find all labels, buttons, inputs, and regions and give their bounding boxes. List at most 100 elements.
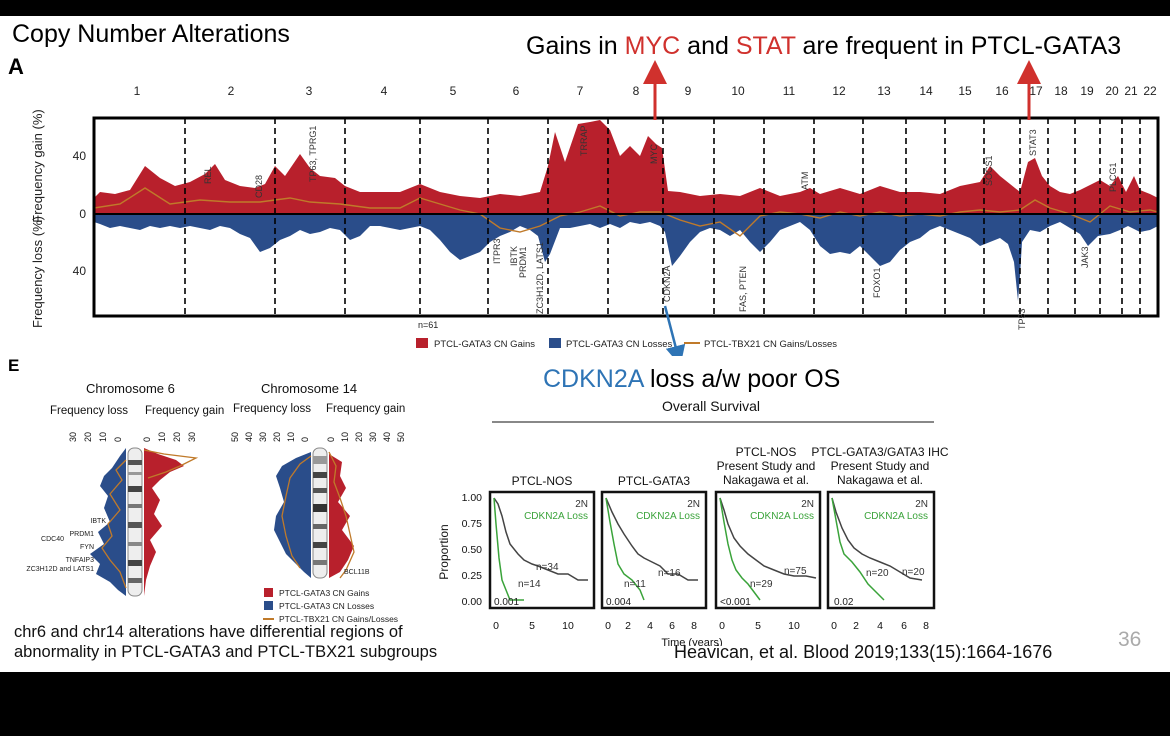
km-panel-1: PTCL-NOS 2N CDKN2A Loss n=34 n=14 0.001 …	[488, 474, 596, 632]
chr-num-6: 6	[513, 84, 520, 98]
chr-num-16: 16	[995, 84, 1009, 98]
km1-n-loss: n=14	[518, 579, 541, 590]
chr6-gain-tick-20: 20	[172, 432, 182, 442]
chr14-freq-loss: Frequency loss	[233, 403, 311, 415]
km4-legend-2n: 2N	[915, 499, 928, 510]
gene-cdkn2a: CDKN2A	[662, 265, 672, 302]
km2-legend-loss: CDKN2A Loss	[636, 511, 700, 522]
chr14-loss-tick-20: 20	[272, 432, 282, 442]
legend-tbx21-label: PTCL-TBX21 CN Gains/Losses	[704, 339, 837, 350]
cdkn2a-arrow	[663, 305, 686, 356]
chr14-loss-area	[274, 452, 311, 578]
chr6-loss-tick-30: 30	[68, 432, 78, 442]
chr6-loss-tick-20: 20	[83, 432, 93, 442]
chr6-gain-area	[144, 448, 184, 596]
os-x-label: Time (years)	[661, 637, 722, 646]
km4-x-8: 8	[923, 620, 929, 632]
chr6-gain-tick-0: 0	[142, 437, 152, 442]
chr-num-13: 13	[877, 84, 891, 98]
chr-num-9: 9	[685, 84, 692, 98]
chr14-loss-tick-0: 0	[300, 437, 310, 442]
y-label-gain: Frequency gain (%)	[30, 109, 45, 222]
chr14-ideogram	[312, 447, 328, 579]
y-tick-gain-40: 40	[73, 149, 87, 163]
os-y-tick-025: 0.25	[462, 570, 483, 582]
gene-rel: REL	[203, 166, 213, 184]
km4-x-4: 4	[877, 620, 883, 632]
slide-number: 36	[1118, 628, 1142, 651]
chr14-title: Chromosome 14	[261, 381, 357, 396]
n-label: n=61	[418, 320, 438, 330]
gene-stat3: STAT3	[1028, 129, 1038, 156]
km4-n-loss: n=20	[866, 568, 889, 579]
chr6-gene-fyn: FYN	[80, 544, 94, 551]
km1-p: 0.001	[494, 597, 519, 608]
km-panel-3: PTCL-NOS Present Study and Nakagawa et a…	[714, 445, 822, 632]
slide-title: Copy Number Alterations	[12, 20, 290, 48]
km-panel-4: PTCL-GATA3/GATA3 IHC Present Study and N…	[811, 445, 948, 632]
km3-n-2n: n=75	[784, 566, 807, 577]
chr14-loss-tick-50: 50	[230, 432, 240, 442]
chr6-gene-prdm1: PRDM1	[69, 531, 94, 538]
callout-cdkn2a: CDKN2A	[543, 365, 644, 393]
chr6-gain-tick-30: 30	[187, 432, 197, 442]
chr-num-14: 14	[919, 84, 933, 98]
y-label-loss: Frequency loss (%)	[30, 216, 45, 328]
chr14-gene-bcl11b: BCL11B	[344, 569, 370, 576]
e-legend-loss-swatch	[264, 601, 273, 610]
km2-x-2: 2	[625, 620, 631, 632]
km3-title-1: PTCL-NOS	[736, 445, 797, 459]
chr14-gain-tick-0: 0	[326, 437, 336, 442]
km3-legend-loss: CDKN2A Loss	[750, 511, 814, 522]
gene-plcg1: PLCG1	[1108, 162, 1118, 192]
chr-num-7: 7	[577, 84, 584, 98]
panel-e-figure: Chromosome 6 Chromosome 14 Frequency los…	[26, 381, 406, 624]
e-legend-gain-swatch	[264, 588, 273, 597]
km2-x-0: 0	[605, 620, 611, 632]
km-panel-2: PTCL-GATA3 2N CDKN2A Loss n=16 n=11 0.00…	[600, 474, 708, 632]
km4-x-2: 2	[853, 620, 859, 632]
gene-socs1: SOCS1	[984, 155, 994, 186]
chr14-freq-gain: Frequency gain	[326, 403, 405, 415]
e-legend-tbx21-label: PTCL-TBX21 CN Gains/Losses	[279, 614, 398, 624]
chr14-gain-tick-10: 10	[340, 432, 350, 442]
km2-n-loss: n=11	[624, 579, 646, 590]
legend-loss-swatch	[549, 338, 561, 348]
loss-area	[94, 214, 1158, 301]
y-tick-loss-40: 40	[73, 264, 87, 278]
legend-gain-swatch	[416, 338, 428, 348]
km2-x-4: 4	[647, 620, 653, 632]
legend-gain-label: PTCL-GATA3 CN Gains	[434, 339, 535, 350]
km4-title-3: Nakagawa et al.	[837, 473, 923, 487]
e-legend-gain-label: PTCL-GATA3 CN Gains	[279, 588, 369, 598]
chr6-gene-zc3h12d: ZC3H12D and LATS1	[26, 566, 94, 573]
chr-num-8: 8	[633, 84, 640, 98]
km3-title-2: Present Study and	[717, 459, 816, 473]
caption: chr6 and chr14 alterations have differen…	[14, 623, 438, 661]
panel-a-figure: 1 2 3 4 5 6 7 8 9 10 11 12 13 14 15 16 1…	[30, 60, 1160, 356]
headline-part-1: Gains in	[526, 32, 625, 60]
panel-a-frame	[92, 116, 1160, 318]
chr6-freq-gain: Frequency gain	[145, 405, 224, 417]
e-legend-loss-label: PTCL-GATA3 CN Losses	[279, 601, 374, 611]
km1-x-10: 10	[562, 620, 574, 632]
headline-part-3: and	[680, 32, 736, 60]
km2-p: 0.004	[606, 597, 631, 608]
km2-x-8: 8	[691, 620, 697, 632]
os-y-tick-000: 0.00	[462, 596, 483, 608]
os-y-tick-050: 0.50	[462, 544, 483, 556]
gene-tp53: TP53	[1017, 308, 1027, 330]
panel-a-label: A	[8, 54, 24, 79]
gene-zc3h12d: ZC3H12D, LATS1	[535, 242, 545, 314]
chr14-loss-tick-10: 10	[286, 432, 296, 442]
km4-n-2n: n=20	[902, 567, 925, 578]
chromosome-dividers	[184, 118, 1141, 316]
km4-p: 0.02	[834, 597, 854, 608]
gene-ibtk: IBTK	[509, 246, 519, 266]
headline-myc: MYC	[624, 32, 681, 60]
os-y-tick-075: 0.75	[462, 518, 483, 530]
km4-x-6: 6	[901, 620, 907, 632]
chr14-gain-tick-40: 40	[382, 432, 392, 442]
chr14-tbx21-loss-line	[281, 455, 312, 569]
os-y-tick-100: 1.00	[462, 492, 483, 504]
